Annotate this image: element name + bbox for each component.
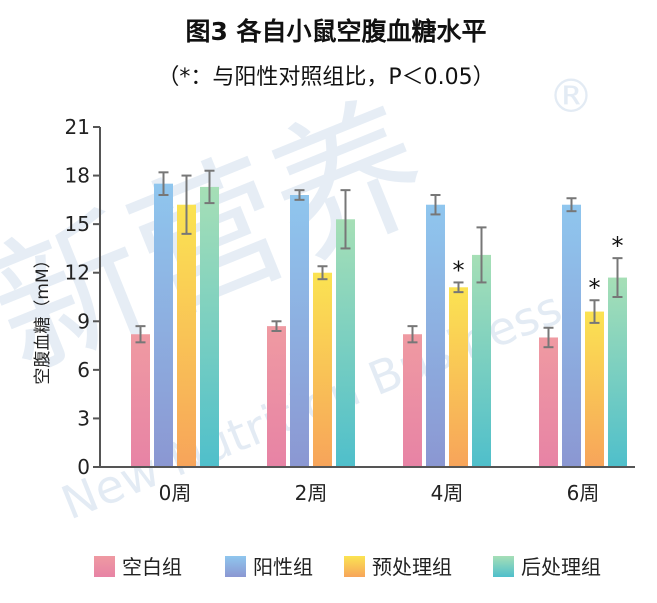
axes: 0 3 6 9 12 15 18 21 0周 2周 4周 6周 — [65, 115, 635, 505]
bar — [539, 337, 558, 467]
legend: 空白组 阳性组 预处理组 后处理组 — [94, 555, 601, 579]
y-tick-label: 18 — [65, 164, 90, 188]
x-tick-label: 2周 — [295, 481, 328, 505]
legend-item: 后处理组 — [493, 555, 601, 579]
x-tick-label: 6周 — [567, 481, 600, 505]
error-bar — [407, 325, 418, 344]
significance-marker: * — [453, 256, 465, 284]
bar — [154, 183, 173, 467]
y-tick-label: 3 — [77, 406, 90, 430]
error-bar — [294, 189, 305, 201]
legend-item: 阳性组 — [225, 555, 313, 579]
bar — [290, 195, 309, 467]
legend-item: 空白组 — [94, 555, 182, 579]
error-bar — [476, 226, 487, 284]
error-bar — [543, 326, 554, 349]
bar — [403, 334, 422, 467]
legend-swatch — [225, 556, 246, 577]
y-tick-label: 21 — [65, 115, 90, 139]
bar — [426, 204, 445, 467]
legend-label: 预处理组 — [372, 555, 452, 579]
y-tick-label: 15 — [65, 212, 90, 236]
legend-item: 预处理组 — [344, 555, 452, 579]
legend-label: 后处理组 — [521, 555, 601, 579]
error-bar — [340, 189, 351, 250]
error-bar — [181, 174, 192, 235]
significance-marker: * — [612, 232, 624, 260]
y-tick-label: 9 — [77, 309, 90, 333]
bar — [336, 219, 355, 467]
y-axis-label: 空腹血糖（mM） — [33, 251, 53, 384]
error-bar — [317, 265, 328, 281]
bar — [177, 204, 196, 467]
x-tick-label: 0周 — [159, 481, 192, 505]
error-bar — [566, 197, 577, 213]
bar — [200, 186, 219, 467]
error-bar — [612, 257, 623, 298]
legend-swatch — [344, 556, 365, 577]
bar — [131, 334, 150, 467]
error-bar — [430, 194, 441, 216]
y-tick-label: 6 — [77, 358, 90, 382]
bar — [267, 326, 286, 467]
legend-swatch — [94, 556, 115, 577]
legend-label: 空白组 — [122, 555, 182, 579]
bar — [585, 311, 604, 467]
significance-marker: * — [589, 274, 601, 302]
watermark-registered: ® — [548, 69, 594, 123]
legend-label: 阳性组 — [253, 555, 313, 579]
bar — [313, 272, 332, 467]
legend-swatch — [493, 556, 514, 577]
y-tick-label: 0 — [77, 455, 90, 479]
y-tick-label: 12 — [65, 261, 90, 285]
bar — [562, 204, 581, 467]
error-bar — [135, 325, 146, 344]
bars: * * * — [131, 169, 627, 467]
error-bar — [204, 169, 215, 205]
error-bar — [158, 171, 169, 196]
chart-subtitle: （*：与阳性对照组比，P＜0.05） — [157, 65, 494, 90]
error-bar — [453, 281, 464, 294]
x-tick-label: 4周 — [431, 481, 464, 505]
bar — [472, 254, 491, 467]
bar — [608, 277, 627, 467]
chart-title: 图3 各自小鼠空腹血糖水平 — [185, 17, 486, 46]
error-bar — [589, 299, 600, 324]
error-bar — [271, 320, 282, 332]
bar — [449, 287, 468, 467]
